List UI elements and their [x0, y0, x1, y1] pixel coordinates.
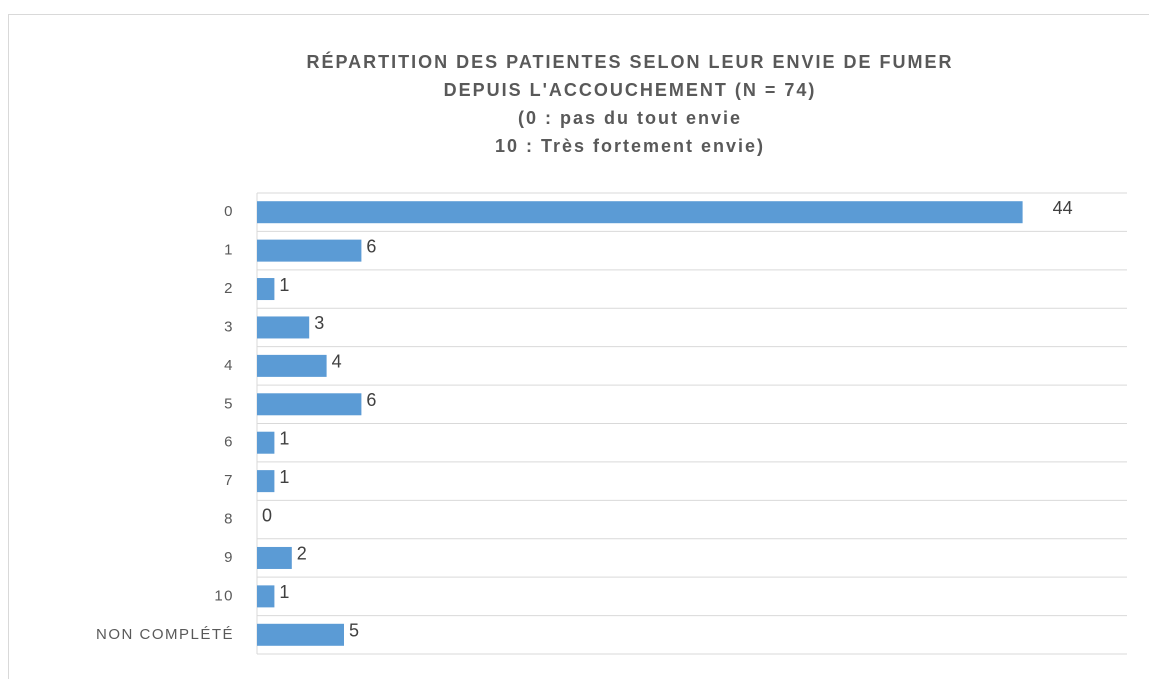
- value-label: 1: [279, 428, 289, 448]
- value-label: 1: [279, 467, 289, 487]
- y-tick-label: 3: [224, 318, 234, 335]
- bar: [257, 431, 275, 454]
- value-label: 1: [279, 275, 289, 295]
- value-label: 0: [262, 505, 272, 525]
- bar: [257, 393, 362, 416]
- value-label: 44: [1053, 198, 1073, 218]
- value-label: 1: [279, 582, 289, 602]
- bar: [257, 546, 292, 569]
- bar: [257, 470, 275, 493]
- bar: [257, 354, 327, 377]
- y-tick-label: 2: [224, 280, 234, 297]
- y-tick-label: 8: [224, 511, 234, 528]
- chart-title: DEPUIS L'ACCOUCHEMENT (N = 74): [444, 80, 817, 100]
- value-label: 6: [366, 236, 376, 256]
- chart-title: 10 : Très fortement envie): [495, 136, 765, 156]
- chart-title: RÉPARTITION DES PATIENTES SELON LEUR ENV…: [306, 51, 953, 72]
- bar: [257, 201, 1023, 224]
- y-tick-label: 0: [224, 203, 234, 220]
- y-tick-label: 9: [224, 549, 234, 566]
- value-label: 4: [332, 352, 342, 372]
- bar: [257, 278, 275, 301]
- bar: [257, 239, 362, 262]
- value-label: 3: [314, 313, 324, 333]
- value-label: 5: [349, 621, 359, 641]
- value-label: 6: [366, 390, 376, 410]
- y-tick-label: 1: [224, 242, 234, 259]
- y-tick-label: 10: [214, 587, 234, 604]
- y-tick-label: 6: [224, 434, 234, 451]
- chart-title: (0 : pas du tout envie: [518, 108, 742, 128]
- y-tick-label: NON COMPLÉTÉ: [96, 626, 234, 643]
- y-tick-label: 4: [224, 357, 234, 374]
- y-tick-label: 5: [224, 395, 234, 412]
- value-label: 2: [297, 544, 307, 564]
- bar: [257, 623, 344, 646]
- bar: [257, 585, 275, 608]
- y-tick-label: 7: [224, 472, 234, 489]
- bar: [257, 316, 310, 339]
